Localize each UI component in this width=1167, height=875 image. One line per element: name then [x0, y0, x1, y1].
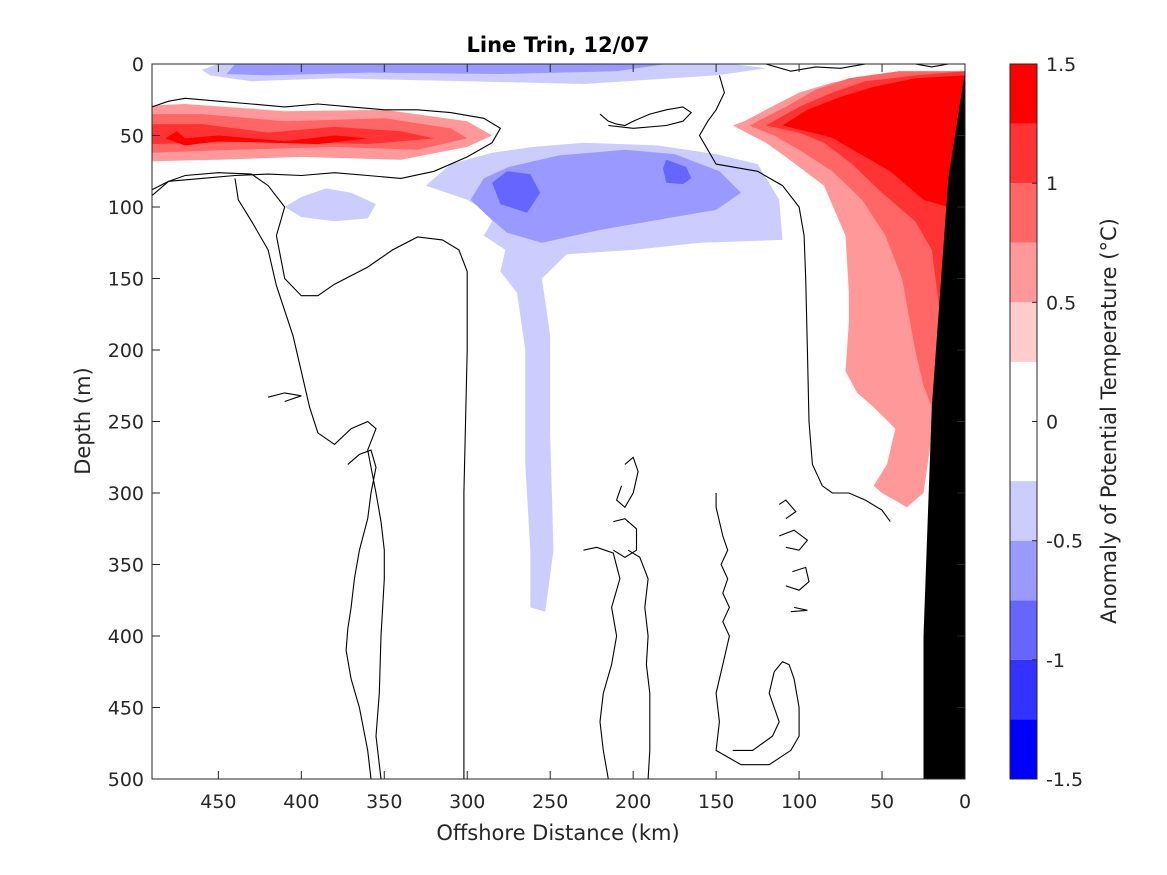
zero-contour-line [778, 499, 797, 520]
zero-contour-line [749, 64, 949, 72]
zero-contour-lines [152, 64, 949, 779]
x-tick-label: 350 [366, 791, 402, 813]
x-tick-label: 200 [615, 791, 651, 813]
colorbar-tick-label: 0.5 [1046, 292, 1076, 314]
colorbar-swatch [1010, 481, 1037, 541]
colorbar-swatch [1010, 183, 1037, 243]
x-tick-label: 300 [449, 791, 485, 813]
colorbar-swatch [1010, 600, 1037, 660]
y-tick-label: 500 [108, 769, 144, 791]
contour-region [165, 131, 368, 146]
x-axis-label: Offshore Distance (km) [436, 821, 679, 845]
y-tick-label: 300 [108, 483, 144, 505]
colorbar-swatch [1010, 302, 1037, 362]
zero-contour-line [613, 518, 638, 558]
colorbar-tick-label: -1 [1046, 650, 1065, 672]
y-tick-label: 50 [120, 126, 144, 148]
colorbar-swatch [1010, 540, 1037, 601]
colorbar: 1.5 1 0.5 0 -0.5 -1 -1.5 Anomaly of Potential … [1009, 54, 1121, 791]
colorbar-label: Anomaly of Potential Temperature (°C) [1097, 218, 1121, 624]
zero-contour-line [627, 549, 651, 779]
x-tick-label: 250 [532, 791, 568, 813]
colorbar-swatch [1010, 242, 1037, 303]
colorbar-tick-label: -0.5 [1046, 531, 1083, 553]
x-tick-label: 400 [283, 791, 319, 813]
x-tick-label: 100 [781, 791, 817, 813]
colorbar-swatches [1010, 64, 1037, 779]
zero-contour-line [234, 178, 385, 779]
y-axis-label: Depth (m) [71, 367, 95, 474]
contour-region [226, 64, 667, 76]
colorbar-swatch [1010, 123, 1037, 184]
x-tick-label: 50 [870, 791, 894, 813]
y-tick-label: 350 [108, 555, 144, 577]
x-axis-ticks: 450 400 350 300 250 200 150 100 50 0 [200, 64, 971, 813]
colorbar-swatch [1010, 719, 1037, 779]
x-tick-label: 450 [200, 791, 236, 813]
y-tick-label: 100 [108, 197, 144, 219]
contour-region [425, 142, 783, 612]
zero-contour-line [615, 456, 639, 509]
contour-region [284, 188, 376, 222]
y-tick-label: 450 [108, 698, 144, 720]
zero-contour-line [785, 566, 810, 591]
y-axis-ticks: 0 50 100 150 200 250 300 350 400 450 500 [108, 54, 965, 791]
chart-title: Line Trin, 12/07 [466, 33, 649, 57]
colorbar-swatch [1010, 64, 1037, 124]
topography-mask [923, 71, 965, 779]
colorbar-tick-label: 0 [1046, 412, 1058, 434]
zero-contour-line [267, 392, 302, 403]
y-tick-label: 150 [108, 269, 144, 291]
contour-region [807, 81, 965, 200]
y-tick-label: 0 [132, 54, 144, 76]
colorbar-swatch [1010, 659, 1037, 720]
contour-plot: 450 400 350 300 250 200 150 100 50 0 050100150200… [108, 54, 971, 813]
colorbar-ticks: 1.5 1 0.5 0 -0.5 -1 -1.5 [1032, 54, 1083, 791]
seafloor-topography [923, 71, 965, 779]
colorbar-tick-label: 1.5 [1046, 54, 1076, 76]
contour-fills [152, 64, 965, 612]
x-tick-label: 150 [698, 791, 734, 813]
zero-contour-line [345, 449, 377, 779]
zero-contour-line [152, 97, 502, 191]
zero-contour-line [790, 606, 808, 613]
zero-contour-line [583, 546, 621, 779]
colorbar-tick-label: 1 [1046, 173, 1058, 195]
zero-contour-line [599, 106, 693, 129]
zero-contour-line [152, 172, 468, 779]
colorbar-tick-label: -1.5 [1046, 769, 1083, 791]
zero-contour-line [715, 493, 800, 766]
zero-contour-line [779, 529, 809, 551]
y-tick-label: 200 [108, 340, 144, 362]
y-tick-label: 250 [108, 412, 144, 434]
contour-region [492, 171, 541, 213]
contour-region [663, 159, 692, 185]
y-tick-label: 400 [108, 626, 144, 648]
zero-contour-line [698, 75, 891, 522]
x-tick-label: 0 [959, 791, 971, 813]
